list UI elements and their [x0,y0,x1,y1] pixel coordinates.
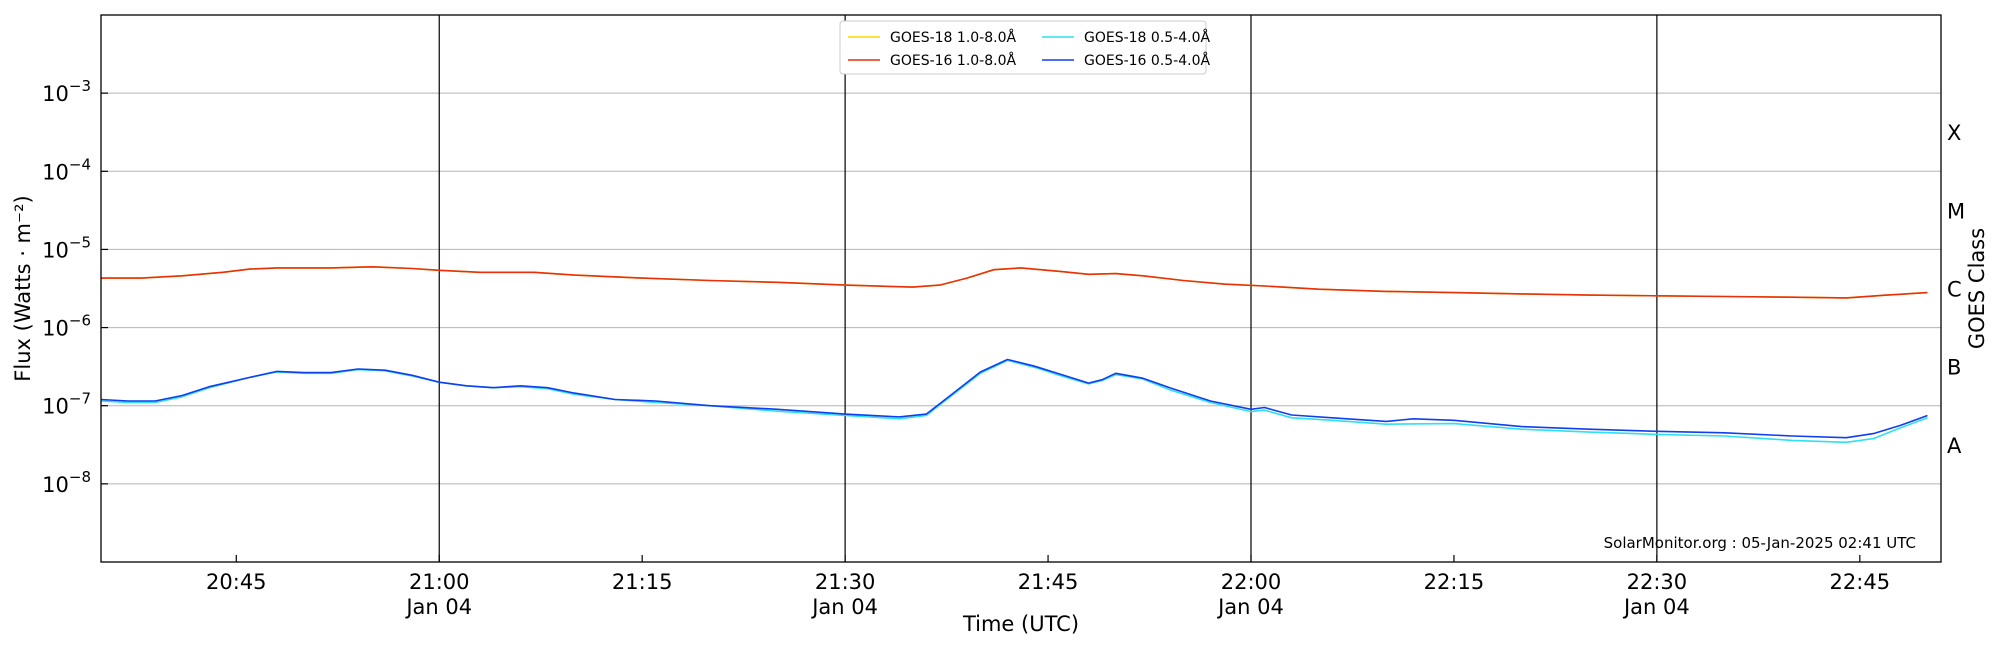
grid-lines [101,92,1941,485]
x-axis-title: Time (UTC) [962,612,1079,636]
goes-class-label: X [1947,121,1961,145]
x-tick-label: 21:15 [612,570,673,594]
series-line [100,358,1928,439]
x-tick-date-label: Jan 04 [810,595,878,619]
legend-box [839,20,1207,75]
y-tick-label: 10−3 [42,77,91,106]
x-tick-date-label: Jan 04 [1622,595,1690,619]
day-boundary-lines [438,15,1658,562]
goes-class-labels: A B C M X [1947,121,1965,458]
legend-label: GOES-18 1.0-8.0Å [890,29,1016,46]
credit-text: SolarMonitor.org : 05-Jan-2025 02:41 UTC [1604,534,1916,552]
x-tick-label: 21:00 [409,570,470,594]
x-tick-label: 22:30 [1627,570,1688,594]
x-tick-date-label: Jan 04 [404,595,472,619]
x-tick-date-label: Jan 04 [1216,595,1284,619]
legend-label: GOES-18 0.5-4.0Å [1084,29,1210,46]
x-tick-label: 22:45 [1830,570,1891,594]
goes-class-label: M [1947,199,1965,223]
legend-label: GOES-16 1.0-8.0Å [890,52,1016,69]
legend: GOES-18 1.0-8.0Å GOES-16 1.0-8.0Å GOES-18 … [839,20,1210,75]
goes-class-label: C [1947,278,1962,302]
series-lines [100,265,1928,444]
legend-label: GOES-16 0.5-4.0Å [1084,52,1210,69]
y-tick-label: 10−6 [42,312,91,341]
goes-class-axis-title: GOES Class [1965,228,1989,349]
plot-frame [100,14,1942,563]
y-tick-label: 10−5 [42,233,91,262]
y-tick-label: 10−7 [42,390,91,419]
x-tick-label: 21:45 [1018,570,1079,594]
x-tick-label: 21:30 [815,570,876,594]
y-axis-ticks: 10−8 10−7 10−6 10−5 10−4 10−3 [42,77,108,497]
goes-class-label: B [1947,356,1961,380]
x-tick-label: 22:15 [1424,570,1485,594]
x-tick-label: 22:00 [1221,570,1282,594]
series-line [101,265,1928,299]
y-tick-label: 10−8 [42,468,91,497]
y-axis-title: Flux (Watts · m⁻²) [11,195,35,381]
x-tick-label: 20:45 [206,570,267,594]
y-tick-label: 10−4 [42,155,91,184]
goes-class-label: A [1947,434,1962,458]
